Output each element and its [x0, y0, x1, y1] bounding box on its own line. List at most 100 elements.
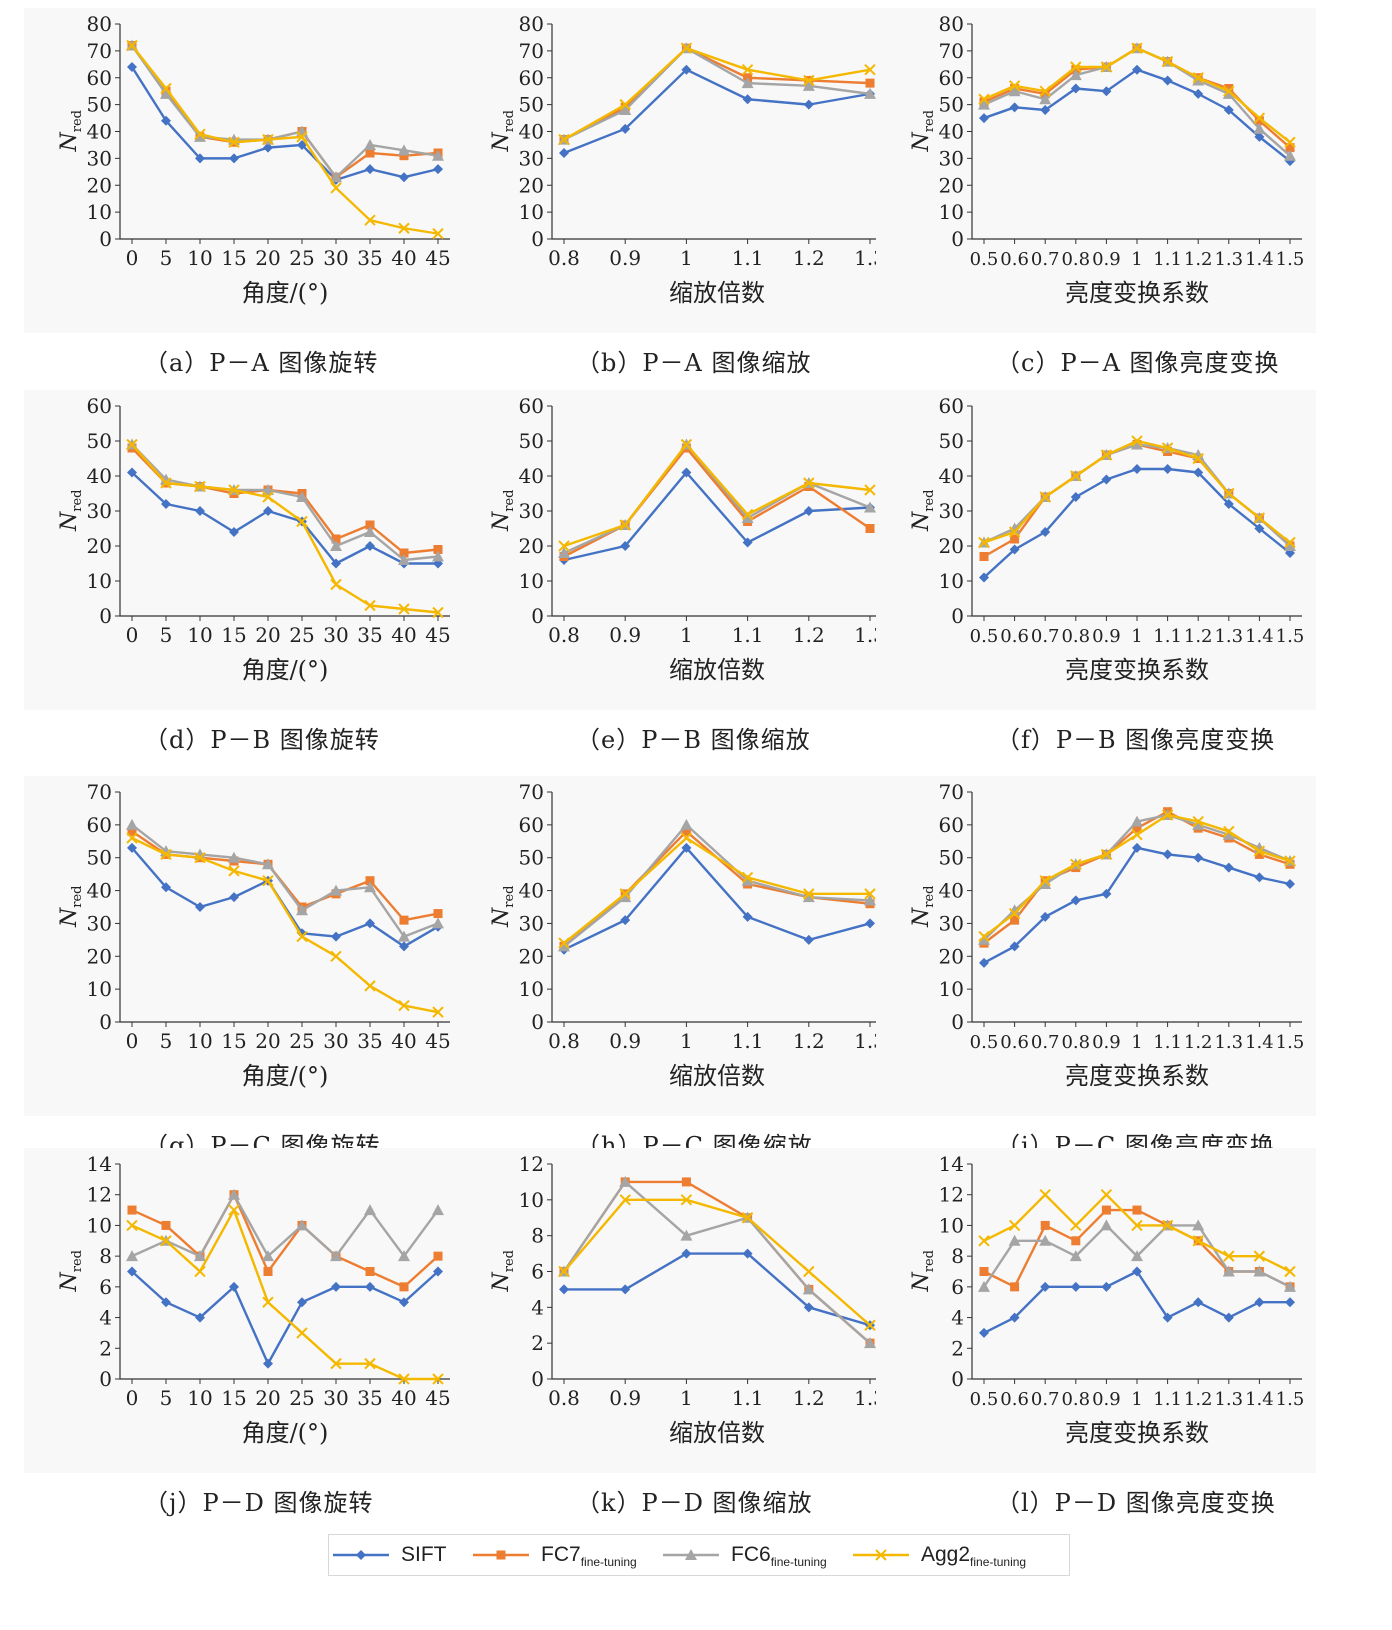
x-tick-label: 0.8: [548, 1386, 580, 1410]
x-tick-label: 1.1: [1153, 249, 1182, 270]
x-tick-label: 25: [289, 623, 314, 647]
data-point: [1223, 1312, 1234, 1323]
y-tick-label: 6: [951, 1275, 964, 1299]
x-tick-label: 10: [187, 246, 212, 270]
x-tick-label: 1: [1131, 626, 1142, 647]
legend-swatch: [333, 1550, 389, 1560]
y-tick-label: 10: [519, 569, 544, 593]
data-point: [803, 506, 814, 516]
y-tick-label: 0: [951, 227, 964, 251]
chart-caption: （a）P－A 图像旋转: [144, 349, 379, 377]
y-tick-label: 50: [939, 846, 964, 870]
data-point: [296, 904, 308, 916]
axes: [551, 1164, 882, 1380]
data-point: [398, 554, 410, 565]
data-point: [558, 540, 570, 552]
x-axis-label: 亮度变换系数: [1065, 279, 1209, 307]
data-point: [1101, 1281, 1112, 1292]
y-tick-label: 30: [939, 911, 964, 935]
data-point: [978, 1235, 990, 1247]
series-fc7: [559, 443, 875, 561]
series-line: [983, 439, 1291, 544]
series-line: [131, 443, 439, 614]
series-line: [983, 467, 1291, 579]
y-tick-label: 50: [519, 846, 544, 870]
series-line: [131, 44, 439, 235]
data-point: [680, 438, 693, 451]
data-point: [741, 874, 754, 886]
x-tick-label: 1.2: [1184, 1032, 1213, 1053]
y-tick-label: 40: [939, 120, 964, 144]
data-point: [1009, 941, 1020, 952]
data-point: [1131, 1219, 1143, 1232]
x-tick-label: 0.5: [970, 1032, 999, 1053]
series-line: [983, 46, 1291, 157]
x-tick-label: 40: [391, 623, 416, 647]
series-agg2: [126, 1204, 444, 1385]
data-point: [979, 552, 989, 561]
data-point: [1192, 74, 1205, 86]
data-point: [432, 550, 444, 562]
data-point: [1162, 1312, 1173, 1323]
x-tick-label: 40: [391, 1029, 416, 1053]
x-tick-label: 45: [425, 246, 450, 270]
y-axis-label: Nred: [57, 886, 85, 928]
x-tick-label: 1.3: [1214, 1389, 1243, 1410]
data-point: [127, 842, 137, 853]
data-point: [1039, 875, 1051, 887]
data-point: [803, 1302, 814, 1313]
y-tick-label: 60: [519, 66, 544, 90]
data-point: [1040, 1220, 1050, 1230]
x-tick-label: 1.1: [732, 246, 764, 270]
data-point: [1101, 1205, 1111, 1215]
data-point: [399, 915, 409, 925]
data-point: [1070, 83, 1081, 94]
data-point: [1070, 858, 1082, 870]
data-point: [262, 484, 274, 495]
y-tick-label: 0: [951, 1010, 964, 1034]
data-point: [195, 902, 205, 912]
x-tick-label: 10: [187, 1029, 212, 1053]
x-tick-label: 1.2: [793, 1029, 825, 1053]
data-point: [680, 42, 693, 54]
data-point: [803, 1265, 815, 1278]
data-point: [127, 1266, 137, 1277]
legend-marker: [356, 1550, 366, 1560]
chart-caption: （d）P－B 图像旋转: [144, 726, 380, 754]
data-point: [1132, 1266, 1142, 1277]
data-point: [1132, 464, 1142, 474]
x-tick-label: 0.9: [609, 623, 641, 647]
y-axis-label: Nred: [57, 1250, 85, 1292]
x-tick-label: 15: [221, 623, 246, 647]
y-tick-label: 10: [519, 200, 544, 224]
data-point: [195, 1312, 205, 1323]
y-tick-label: 80: [519, 12, 544, 36]
data-point: [1193, 852, 1204, 863]
x-tick-label: 15: [221, 1386, 246, 1410]
series-fc7: [979, 807, 1295, 948]
data-point: [1040, 105, 1051, 115]
data-point: [1162, 464, 1173, 474]
data-point: [127, 1205, 137, 1215]
x-tick-label: 0.6: [1000, 1389, 1029, 1410]
y-tick-label: 20: [87, 534, 112, 558]
series-line: [563, 446, 871, 558]
data-point: [263, 1267, 273, 1276]
y-tick-label: 0: [951, 604, 964, 628]
data-point: [1253, 1250, 1266, 1262]
x-tick-label: 5: [160, 1386, 173, 1410]
series-agg2: [126, 39, 444, 240]
data-point: [864, 1337, 876, 1349]
panel-background: [24, 8, 464, 333]
series-agg2: [978, 435, 1296, 549]
data-point: [331, 931, 341, 942]
x-tick-label: 5: [160, 623, 173, 647]
y-tick-label: 12: [519, 1152, 544, 1176]
y-axis-label: Nred: [489, 110, 517, 152]
legend-marker: [875, 1549, 887, 1561]
data-point: [399, 172, 409, 183]
data-point: [1010, 915, 1020, 925]
data-point: [296, 930, 308, 943]
x-tick-label: 15: [221, 246, 246, 270]
